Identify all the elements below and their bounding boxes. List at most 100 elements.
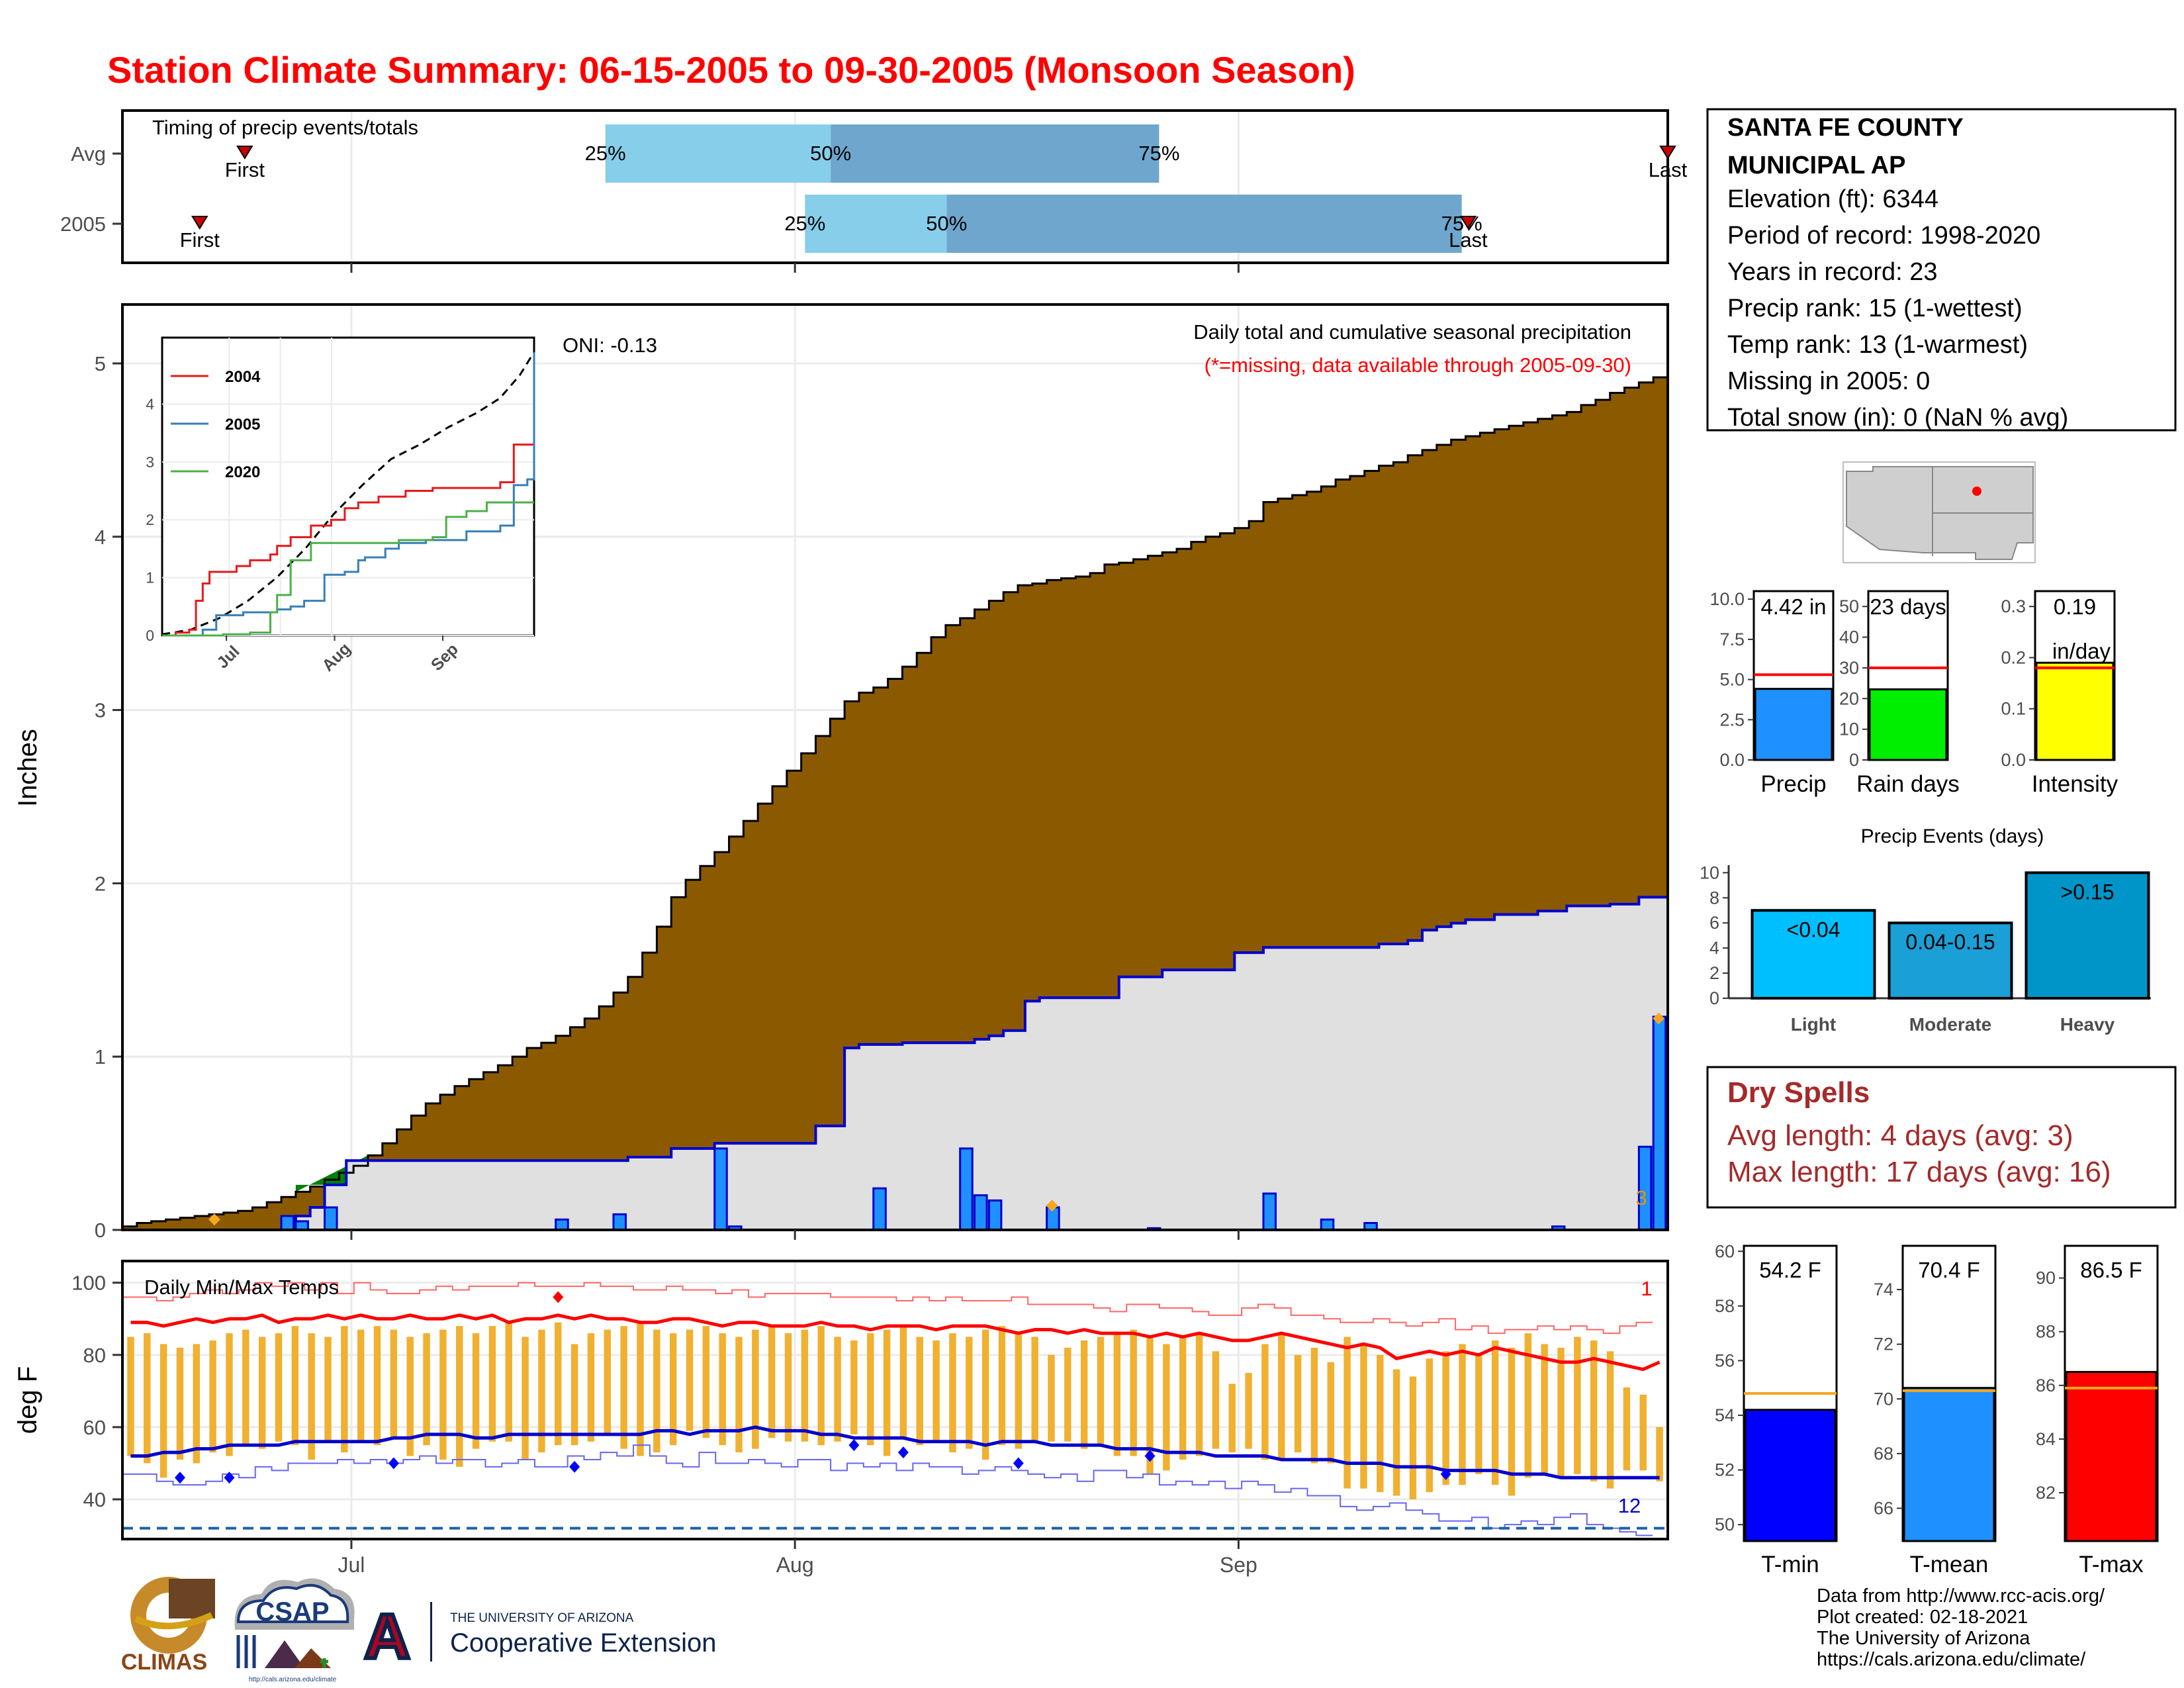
timing-q75-label: 75% [1138, 142, 1179, 165]
daily-temp-range-bar [373, 1326, 381, 1446]
daily-precip-bar [959, 1147, 974, 1231]
daily-temp-range-bar [1606, 1351, 1614, 1489]
cumulative-2005-area [122, 883, 1668, 1230]
daily-temp-range-bar [620, 1326, 627, 1449]
summary-ytick-label: 10 [1839, 720, 1859, 739]
page-title: Station Climate Summary: 06-15-2005 to 0… [107, 49, 1355, 91]
daily-temp-range-bar [587, 1333, 595, 1442]
daily-temp-range-bar [1360, 1344, 1367, 1489]
inset-ytick-label: 3 [146, 453, 154, 471]
daily-temp-range-bar [1491, 1340, 1499, 1485]
events-ytick-label: 0 [1709, 988, 1719, 1008]
daily-temp-range-bar [1623, 1387, 1631, 1471]
temp-bar-value-label: 70.4 F [1918, 1258, 1980, 1282]
record-high-marker [553, 1291, 564, 1303]
daily-temp-range-bar [1195, 1333, 1203, 1456]
daily-precip-bar [974, 1194, 988, 1231]
summary-ytick-label: 0.0 [2001, 750, 2026, 770]
inset-ytick-label: 1 [146, 569, 154, 586]
precip-ytick-label: 3 [95, 699, 106, 722]
temp-summary-bar [1903, 1387, 1995, 1542]
summary-value-label: 0.19 [2054, 594, 2096, 619]
inset-series-line [162, 352, 535, 637]
last-event-marker [1459, 216, 1477, 230]
daily-temp-range-bar [275, 1333, 283, 1442]
inset-ytick-label: 4 [146, 395, 154, 412]
summary-ytick-label: 2.5 [1719, 710, 1745, 729]
daily-temp-range-bar [817, 1326, 825, 1446]
first-event-label: First [225, 158, 265, 181]
daily-temp-range-bar [1113, 1333, 1121, 1456]
timing-row-label: Avg [71, 142, 106, 165]
summary-ytick-label: 50 [1839, 596, 1859, 616]
daily-temp-range-bar [933, 1340, 940, 1442]
precip-ytick-label: 1 [95, 1045, 106, 1068]
precip-panel-frame [121, 303, 1669, 1231]
daily-temp-range-bar [834, 1336, 841, 1442]
timing-bar-25-50 [605, 124, 831, 183]
daily-temp-range-bar [423, 1333, 430, 1446]
temp-bar-ytick-label: 84 [2036, 1429, 2056, 1449]
daily-temp-range-bar [341, 1326, 348, 1453]
daily-temp-range-bar [538, 1329, 545, 1453]
cumulative-2005-line [122, 883, 1669, 1231]
daily-temp-range-bar [1392, 1369, 1400, 1496]
footer-line-4: https://cals.arizona.edu/climate/ [1817, 1649, 2086, 1670]
station-missing: Missing in 2005: 0 [1727, 367, 1930, 395]
daily-temp-range-bar [1064, 1347, 1071, 1442]
climas-wordmark: CLIMAS [121, 1650, 207, 1675]
timing-q50-label: 50% [810, 142, 851, 165]
daily-temp-range-bar [883, 1329, 891, 1456]
precip-event-bar [1751, 909, 1876, 1000]
daily-temp-range-bar [209, 1340, 216, 1453]
temp-bar-ytick-label: 88 [2036, 1322, 2056, 1342]
daily-temp-range-bar [702, 1326, 710, 1438]
temp-panel: 40 60 80 100 Daily Min/Max Temps 1 12 deg F [13, 1260, 1813, 1540]
last-event-label: Last [1449, 228, 1488, 252]
daily-precip-bar [1262, 1192, 1277, 1231]
station-years: Years in record: 23 [1727, 258, 1938, 286]
daily-temp-range-bar [159, 1344, 167, 1478]
record-low-marker [1440, 1468, 1451, 1480]
temp-ytick-label: 60 [83, 1416, 106, 1439]
daily-temp-range-bar [406, 1336, 414, 1456]
record-min-line [123, 1444, 1653, 1536]
temperature-summary-bars: 50 52 54 56 58 60 54.2 F T-min 66 68 70 72 74 70.4 F T… [1715, 1241, 2159, 1577]
precip-marker [208, 1213, 220, 1226]
daily-temp-range-bar [1130, 1329, 1137, 1456]
summary-ytick-label: 0.0 [1719, 750, 1745, 770]
station-location-dot [1972, 487, 1981, 496]
inset-series-line [162, 501, 534, 637]
inset-series-line [162, 352, 535, 637]
season-summary-bars: 0.0 2.5 5.0 7.5 10.0 4.42 in Precip 0 10 20 30 40 50… [1709, 589, 2118, 797]
daily-precip-bar [324, 1206, 338, 1231]
daily-temp-range-bar [735, 1336, 743, 1453]
ua-line-1: THE UNIVERSITY OF ARIZONA [450, 1611, 634, 1625]
precip-event-category: Heavy [2060, 1014, 2115, 1035]
inset-legend-label: 2020 [225, 463, 260, 481]
csap-url: http://cals.arizona.edu/climate [249, 1676, 337, 1683]
daily-temp-range-bar [1278, 1333, 1285, 1460]
footer-line-1: Data from http://www.rcc-acis.org/ [1817, 1585, 2105, 1607]
precip-panel: 0 1 2 3 4 5 Daily total and cumulative season… [13, 303, 1669, 1242]
daily-temp-range-bar [966, 1336, 973, 1449]
timing-title: Timing of precip events/totals [152, 116, 418, 139]
daily-temp-range-bar [1524, 1333, 1532, 1478]
temp-bar-ytick-label: 52 [1715, 1460, 1735, 1480]
footer-line-2: Plot created: 02-18-2021 [1817, 1607, 2028, 1628]
daily-temp-range-bar [1639, 1394, 1647, 1471]
daily-precip-bar [612, 1213, 627, 1231]
temp-bar-ytick-label: 68 [1874, 1444, 1893, 1464]
daily-temp-range-bar [144, 1333, 151, 1464]
summary-bar [1754, 688, 1833, 761]
university-of-arizona-logo: A THE UNIVERSITY OF ARIZONA Cooperative … [361, 1599, 716, 1674]
daily-temp-range-bar [867, 1333, 874, 1446]
precip-ytick-label: 0 [95, 1219, 106, 1242]
temp-bar-ytick-label: 60 [1715, 1241, 1735, 1261]
ua-line-2: Cooperative Extension [450, 1628, 716, 1658]
daily-temp-range-bar [176, 1347, 184, 1460]
temp-bar-ytick-label: 54 [1715, 1405, 1735, 1425]
daily-precip-bar [713, 1147, 728, 1231]
dry-spells-avg: Avg length: 4 days (avg: 3) [1727, 1119, 2073, 1152]
daily-temp-range-bar [357, 1329, 365, 1442]
